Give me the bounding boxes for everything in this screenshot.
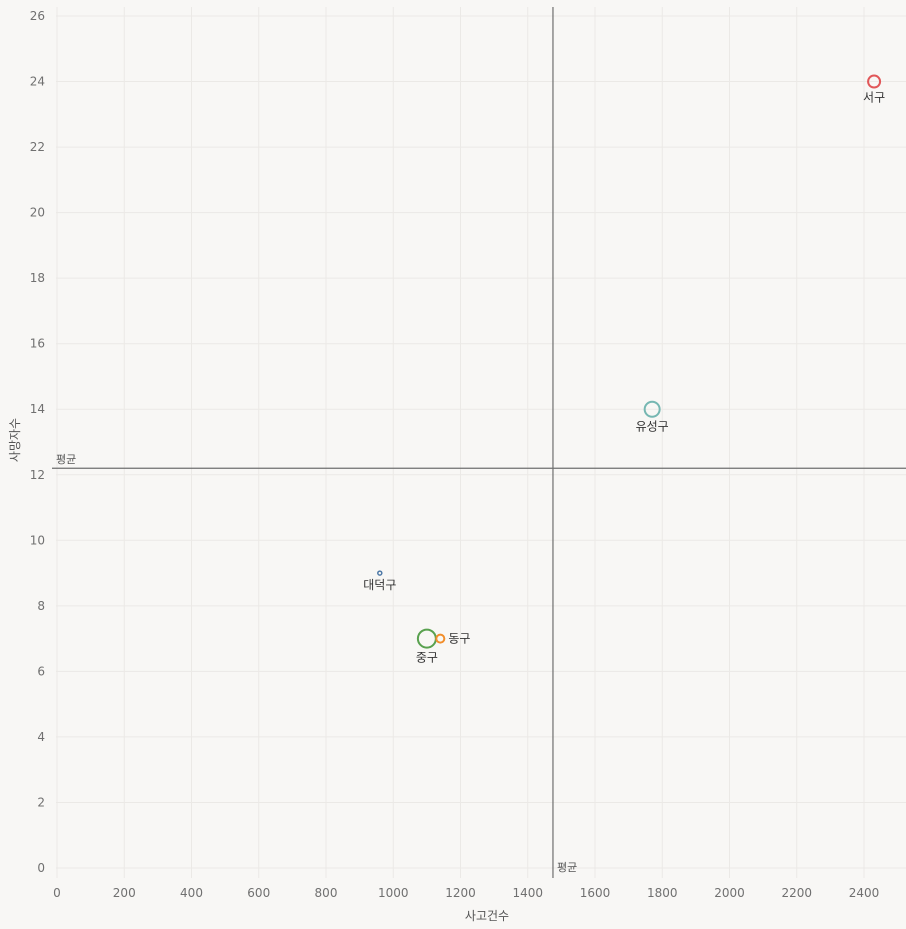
- x-tick-label: 1800: [647, 886, 678, 900]
- y-tick-label: 4: [37, 730, 45, 744]
- y-tick-label: 2: [37, 795, 45, 809]
- x-tick-label: 400: [180, 886, 203, 900]
- y-tick-label: 0: [37, 861, 45, 875]
- y-tick-label: 14: [30, 402, 45, 416]
- x-tick-label: 0: [53, 886, 61, 900]
- data-point-label: 중구: [416, 651, 438, 665]
- y-tick-label: 20: [30, 206, 45, 220]
- x-tick-label: 2200: [781, 886, 812, 900]
- x-tick-label: 1000: [378, 886, 409, 900]
- x-tick-label: 600: [247, 886, 270, 900]
- data-point[interactable]: [867, 74, 882, 89]
- x-axis-title: 사고건수: [465, 909, 509, 923]
- x-tick-label: 2400: [849, 886, 880, 900]
- data-point[interactable]: [643, 400, 661, 418]
- x-average-label: 평균: [557, 861, 577, 874]
- data-point[interactable]: [416, 628, 437, 649]
- data-point[interactable]: [377, 570, 383, 576]
- y-tick-label: 26: [30, 9, 45, 23]
- y-tick-label: 24: [30, 75, 45, 89]
- y-axis-title: 사망자수: [8, 418, 22, 462]
- y-tick-label: 22: [30, 140, 45, 154]
- y-tick-label: 18: [30, 271, 45, 285]
- y-tick-label: 16: [30, 337, 45, 351]
- data-point-label: 대덕구: [363, 578, 396, 592]
- data-point-label: 서구: [863, 91, 885, 105]
- x-tick-label: 1400: [512, 886, 543, 900]
- y-tick-label: 10: [30, 533, 45, 547]
- y-tick-label: 6: [37, 664, 45, 678]
- y-tick-label: 8: [37, 599, 45, 613]
- x-tick-label: 1200: [445, 886, 476, 900]
- data-point-label: 동구: [448, 632, 470, 646]
- data-point-label: 유성구: [636, 420, 669, 434]
- x-tick-label: 200: [113, 886, 136, 900]
- y-average-label: 평균: [56, 453, 76, 466]
- data-point[interactable]: [435, 633, 446, 644]
- x-tick-label: 2000: [714, 886, 745, 900]
- x-tick-label: 1600: [580, 886, 611, 900]
- grid-layer: [56, 7, 906, 878]
- tick-layer: 0 200 400 600 800 1000 1200 1400 1600 1800 2000 220…: [30, 9, 880, 900]
- x-tick-label: 800: [315, 886, 338, 900]
- y-tick-label: 12: [30, 468, 45, 482]
